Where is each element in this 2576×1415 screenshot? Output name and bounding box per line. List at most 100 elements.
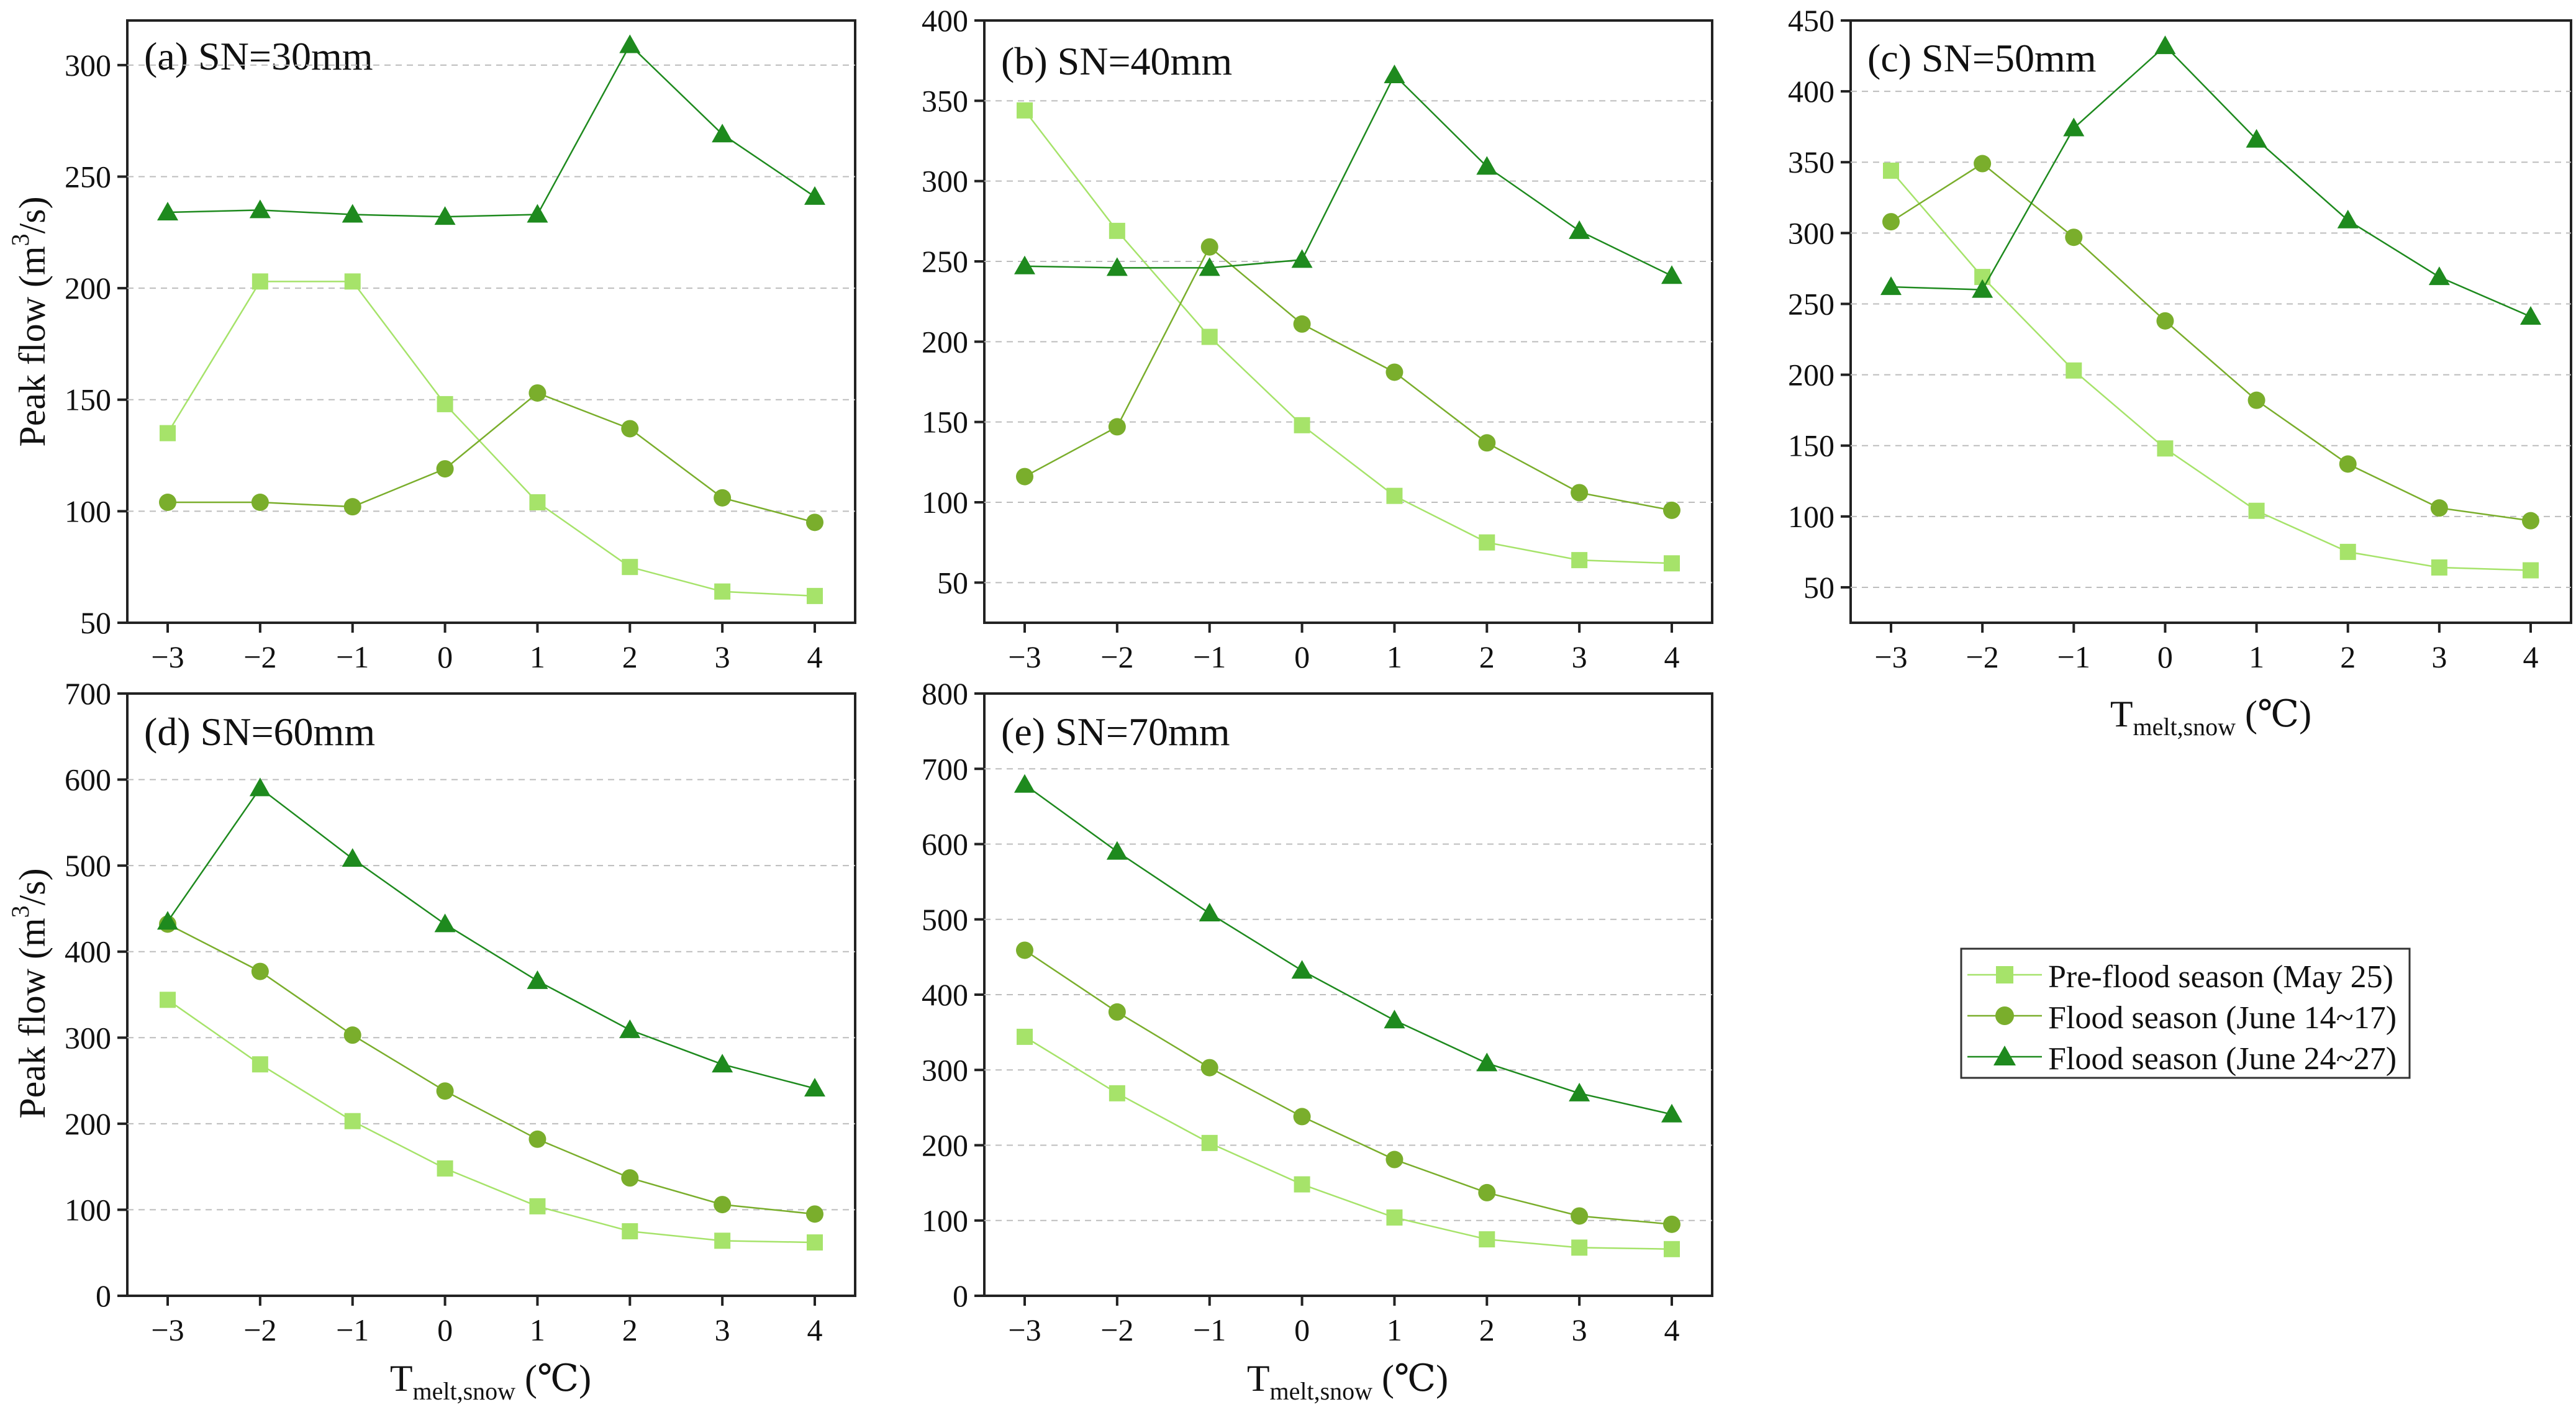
data-point-circle <box>251 494 269 511</box>
x-tick-label: −3 <box>1008 640 1041 674</box>
y-tick-label: 150 <box>1788 428 1834 463</box>
data-point-triangle <box>1014 774 1035 793</box>
y-tick-label: 250 <box>922 244 968 279</box>
y-tick-label: 500 <box>65 848 111 883</box>
y-tick-label: 600 <box>65 762 111 797</box>
data-point-triangle <box>249 199 271 219</box>
data-point-triangle <box>1014 255 1035 274</box>
data-point-circle <box>806 1205 823 1223</box>
legend-label: Flood season (June 24~27) <box>2048 1041 2397 1077</box>
data-point-square <box>529 494 546 510</box>
plot-frame <box>126 19 856 624</box>
data-point-triangle <box>1661 1103 1682 1123</box>
y-tick-label: 200 <box>1788 358 1834 392</box>
data-point-square <box>807 587 823 604</box>
series-1 <box>1883 162 2539 579</box>
data-point-square <box>1386 1209 1403 1226</box>
data-point-triangle <box>1384 64 1405 83</box>
y-tick-label: 250 <box>65 159 111 194</box>
x-tick-label: 2 <box>1479 1313 1495 1347</box>
series-line <box>1024 784 1672 1116</box>
series-line <box>1024 949 1672 1226</box>
x-tick-label: 0 <box>2157 640 2173 674</box>
data-point-triangle <box>434 913 456 933</box>
x-tick-labels: −3 −2 −1 0 1 2 3 4 <box>1874 623 2539 674</box>
y-tick-label: 700 <box>65 676 111 711</box>
data-point-circle <box>1663 501 1680 519</box>
data-point-triangle <box>1384 1010 1405 1029</box>
legend-entry: Pre-flood season (May 25) <box>1967 959 2393 995</box>
data-point-square <box>1664 1241 1680 1257</box>
data-point-triangle <box>619 34 641 53</box>
series-2 <box>1016 941 1680 1233</box>
y-tick-label: 100 <box>922 1203 968 1238</box>
x-tick-label: 1 <box>1387 1313 1402 1347</box>
y-axis-title: Peak flow (m3/s) <box>6 196 53 446</box>
series-line <box>1890 170 2531 571</box>
x-tick-label: −2 <box>243 640 276 674</box>
y-tick-label: 150 <box>922 405 968 440</box>
x-tick-label: 2 <box>622 1313 638 1347</box>
data-point-square <box>344 1113 361 1129</box>
x-tick-label: −1 <box>1193 640 1226 674</box>
data-point-square <box>1479 1231 1495 1248</box>
x-tick-label: −1 <box>336 1313 369 1347</box>
data-point-square <box>1571 1239 1588 1256</box>
series-line <box>1024 1036 1672 1250</box>
y-axis-title: Peak flow (m3/s) <box>6 868 53 1118</box>
x-tick-label: 3 <box>2431 640 2447 674</box>
data-point-circle <box>1293 315 1311 333</box>
panel-c: (c) SN=50mm 50 100 150 200 250 300 350 400 450 −… <box>1788 3 2572 741</box>
data-point-circle <box>1663 1215 1680 1233</box>
x-tick-label: 3 <box>715 640 730 674</box>
data-point-square <box>1386 487 1403 504</box>
panel-title: (e) SN=70mm <box>1001 710 1230 754</box>
legend: Pre-flood season (May 25) Flood season (… <box>1960 947 2411 1079</box>
plot-frame <box>126 692 856 1297</box>
data-point-circle <box>159 494 176 511</box>
legend-marker-triangle <box>1993 1046 2016 1065</box>
gridlines <box>127 64 855 512</box>
series-1 <box>1017 1028 1680 1257</box>
x-tick-label: −3 <box>151 640 184 674</box>
y-tick-label: 350 <box>922 83 968 118</box>
data-point-square <box>807 1234 823 1251</box>
x-tick-label: 3 <box>1572 1313 1587 1347</box>
y-tick-label: 200 <box>65 271 111 305</box>
series-3 <box>157 777 825 1097</box>
data-point-square <box>1294 1176 1310 1193</box>
data-point-square <box>714 583 731 600</box>
panel-e: (e) SN=70mm 0 100 200 300 400 500 600 700 800 −3… <box>922 676 1713 1405</box>
series-2 <box>1016 238 1680 519</box>
y-tick-label: 300 <box>65 48 111 83</box>
series-3 <box>157 34 825 225</box>
data-point-square <box>252 1056 268 1073</box>
legend-entry: Flood season (June 14~17) <box>1967 1000 2397 1036</box>
data-point-circle <box>2339 455 2357 473</box>
x-tick-label: 0 <box>1294 640 1310 674</box>
data-point-triangle <box>2520 306 2541 325</box>
y-tick-label: 400 <box>922 977 968 1012</box>
x-tick-label: −2 <box>243 1313 276 1347</box>
data-point-square <box>2431 559 2447 576</box>
data-point-square <box>2339 543 2356 560</box>
y-tick-labels: 50 100 150 200 250 300 <box>65 48 127 640</box>
data-point-square <box>2066 362 2082 379</box>
data-point-circle <box>714 1196 732 1214</box>
data-point-triangle <box>2063 117 2085 137</box>
x-tick-label: 4 <box>807 1313 823 1347</box>
data-point-circle <box>621 420 639 438</box>
y-tick-label: 100 <box>65 494 111 528</box>
panel-b: (b) SN=40mm 50 100 150 200 250 300 350 400 −3 −2… <box>922 3 1713 674</box>
x-axis-title: Tmelt,snow (℃) <box>1247 1358 1448 1405</box>
data-point-circle <box>343 1026 361 1044</box>
data-point-triangle <box>342 204 363 223</box>
series-group <box>157 34 825 604</box>
data-point-circle <box>1386 363 1404 381</box>
series-line <box>166 281 815 597</box>
gridlines <box>984 100 1712 584</box>
data-point-square <box>1109 1085 1125 1101</box>
x-tick-label: 2 <box>1479 640 1495 674</box>
data-point-triangle <box>1106 257 1128 276</box>
data-point-square <box>160 992 176 1008</box>
